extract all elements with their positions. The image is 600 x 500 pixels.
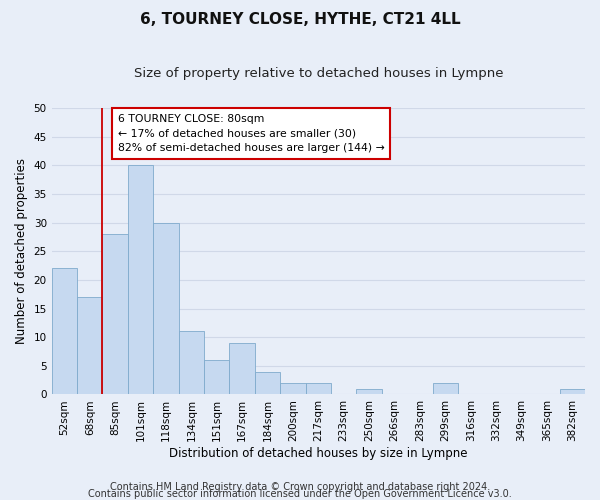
Bar [52,268,77,394]
Bar [128,166,153,394]
Bar [77,297,103,394]
Bar [356,388,382,394]
Bar [433,383,458,394]
Bar [255,372,280,394]
Y-axis label: Number of detached properties: Number of detached properties [15,158,28,344]
Bar [305,383,331,394]
Text: Contains HM Land Registry data © Crown copyright and database right 2024.: Contains HM Land Registry data © Crown c… [110,482,490,492]
X-axis label: Distribution of detached houses by size in Lympne: Distribution of detached houses by size … [169,447,467,460]
Bar [229,343,255,394]
Text: Contains public sector information licensed under the Open Government Licence v3: Contains public sector information licen… [88,489,512,499]
Bar [560,388,585,394]
Bar [153,222,179,394]
Text: 6 TOURNEY CLOSE: 80sqm
← 17% of detached houses are smaller (30)
82% of semi-det: 6 TOURNEY CLOSE: 80sqm ← 17% of detached… [118,114,385,154]
Text: 6, TOURNEY CLOSE, HYTHE, CT21 4LL: 6, TOURNEY CLOSE, HYTHE, CT21 4LL [140,12,460,28]
Bar [204,360,229,394]
Title: Size of property relative to detached houses in Lympne: Size of property relative to detached ho… [134,68,503,80]
Bar [103,234,128,394]
Bar [280,383,305,394]
Bar [179,332,204,394]
